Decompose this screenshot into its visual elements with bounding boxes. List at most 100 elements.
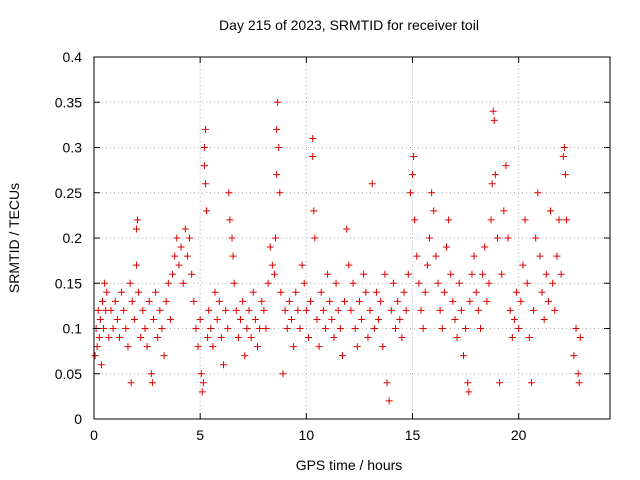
data-point	[268, 261, 276, 269]
data-point	[551, 306, 559, 314]
data-point	[413, 252, 421, 260]
data-point	[328, 315, 336, 323]
x-tick-label: 5	[196, 427, 204, 443]
data-point	[387, 306, 395, 314]
data-point	[127, 379, 135, 387]
data-point	[274, 98, 282, 106]
y-axis-label: SRMTID / TECUs	[6, 183, 22, 293]
data-point	[442, 243, 450, 251]
data-point	[508, 334, 516, 342]
data-point	[135, 288, 143, 296]
y-tick-label: 0.15	[55, 275, 82, 291]
y-tick-label: 0	[74, 411, 82, 427]
data-point	[311, 234, 319, 242]
data-point	[105, 334, 113, 342]
data-point	[201, 125, 209, 133]
data-point	[222, 306, 230, 314]
data-point	[232, 306, 240, 314]
data-point	[173, 234, 181, 242]
data-point	[158, 325, 166, 332]
data-point	[283, 325, 291, 332]
data-point	[96, 315, 104, 323]
data-point	[502, 162, 510, 170]
data-point	[200, 144, 208, 151]
data-point	[287, 315, 295, 323]
data-point	[570, 352, 578, 360]
data-point	[113, 315, 121, 323]
data-point	[230, 279, 238, 287]
data-point	[300, 279, 308, 287]
data-point	[451, 315, 459, 323]
data-point	[109, 325, 117, 332]
data-point	[389, 279, 397, 287]
data-point	[258, 297, 266, 305]
data-point	[186, 234, 194, 242]
data-point	[381, 270, 389, 278]
data-point	[304, 334, 312, 342]
data-point	[162, 297, 170, 305]
data-point	[489, 107, 497, 115]
data-point	[419, 325, 427, 332]
data-point	[379, 343, 387, 351]
data-point	[292, 288, 300, 296]
data-point	[275, 144, 283, 151]
data-point	[111, 297, 119, 305]
data-point	[132, 225, 140, 233]
data-point	[406, 189, 414, 197]
data-point	[247, 334, 255, 342]
data-point	[251, 315, 259, 323]
data-point	[156, 306, 164, 314]
data-point	[500, 207, 508, 215]
data-point	[466, 297, 474, 305]
data-point	[536, 252, 544, 260]
data-point	[285, 297, 293, 305]
data-point	[385, 397, 393, 405]
data-point	[154, 334, 162, 342]
data-point	[355, 297, 363, 305]
data-point	[298, 261, 306, 269]
data-point	[336, 325, 344, 332]
data-point	[273, 125, 281, 133]
data-point	[364, 334, 372, 342]
data-point	[438, 325, 446, 332]
data-point	[547, 207, 555, 215]
data-point	[188, 270, 196, 278]
data-point	[239, 297, 247, 305]
data-point	[472, 288, 480, 296]
data-point	[557, 270, 565, 278]
data-point	[205, 306, 213, 314]
data-point	[525, 334, 533, 342]
data-point	[370, 325, 378, 332]
data-point	[309, 153, 317, 161]
data-point	[226, 216, 234, 224]
data-point	[118, 288, 126, 296]
data-point	[447, 270, 455, 278]
chart-title: Day 215 of 2023, SRMTID for receiver toi…	[219, 17, 479, 33]
x-tick-label: 15	[405, 427, 421, 443]
data-point	[330, 334, 338, 342]
grid-lines	[94, 57, 610, 419]
data-point	[332, 279, 340, 287]
data-point	[530, 306, 538, 314]
data-point	[402, 306, 410, 314]
data-point	[519, 261, 527, 269]
data-point	[488, 180, 496, 188]
x-tick-label: 10	[299, 427, 315, 443]
data-point	[126, 279, 134, 287]
data-point	[245, 306, 253, 314]
data-point	[347, 306, 355, 314]
data-point	[404, 270, 412, 278]
data-point	[343, 225, 351, 233]
data-point	[487, 216, 495, 224]
data-point	[575, 379, 583, 387]
data-point	[143, 343, 151, 351]
data-point	[572, 325, 580, 332]
data-point	[296, 325, 304, 332]
data-point	[341, 297, 349, 305]
data-point	[164, 279, 172, 287]
data-point	[309, 134, 317, 142]
data-point	[224, 325, 232, 332]
data-point	[476, 325, 484, 332]
data-point	[217, 334, 225, 342]
data-point	[281, 306, 289, 314]
